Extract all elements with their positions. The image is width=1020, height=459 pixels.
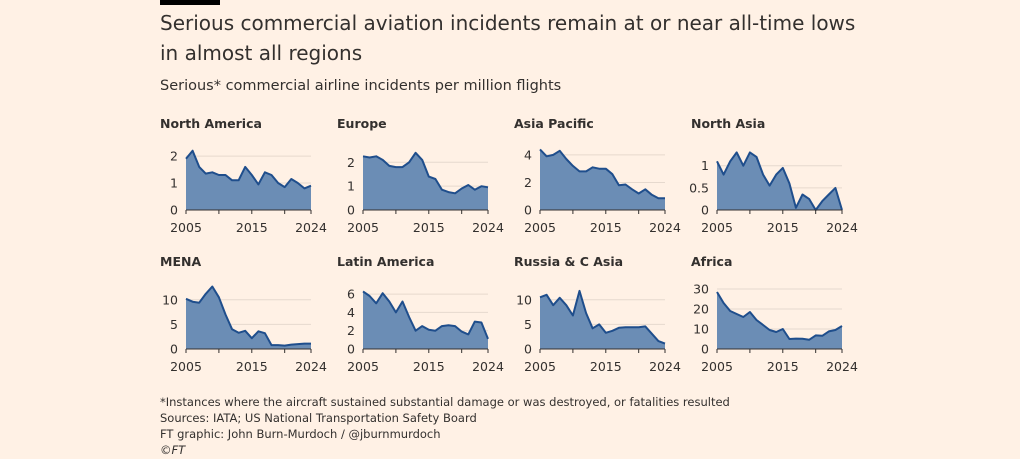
panel-title: Latin America: [337, 254, 434, 269]
series-line: [539, 148, 665, 200]
panel-north-america: North America 0 1 2 2005 2015 2024: [160, 116, 327, 235]
x-tick-label: 2015: [590, 220, 622, 235]
series-area: [363, 152, 488, 210]
panel-africa: Africa 0 10 20 30 2005 2015 2024: [691, 254, 858, 374]
y-tick-label: 0: [524, 342, 532, 357]
x-tick-label: 2024: [826, 359, 858, 374]
panel-russia-c-asia: Russia & C Asia 0 5 10 2005 2015 2024: [514, 254, 681, 374]
y-tick-label: 1: [701, 158, 709, 173]
series-line: [185, 285, 311, 347]
series-line: [362, 151, 489, 195]
y-tick-label: 0: [524, 203, 532, 218]
x-tick-label: 2024: [826, 220, 858, 235]
series-line: [716, 151, 843, 211]
series-area: [540, 149, 665, 210]
x-tick-label: 2015: [767, 359, 799, 374]
y-tick-label: 6: [347, 287, 355, 302]
panel-north-asia: North Asia 0 0.5 1 2005 2015 2024: [689, 116, 858, 235]
panel-title: Europe: [337, 116, 387, 131]
series-line: [362, 290, 489, 340]
sources: Sources: IATA; US National Transportatio…: [160, 411, 477, 425]
x-tick-label: 2015: [236, 220, 268, 235]
series-line: [185, 149, 312, 190]
y-tick-label: 0: [170, 342, 178, 357]
x-tick-label: 2024: [472, 220, 504, 235]
series-area: [717, 292, 842, 349]
series-area: [186, 286, 311, 349]
y-tick-label: 30: [693, 282, 709, 297]
x-tick-label: 2024: [472, 359, 504, 374]
y-tick-label: 2: [347, 155, 355, 170]
x-tick-label: 2005: [701, 359, 733, 374]
credit: FT graphic: John Burn-Murdoch / @jburnmu…: [160, 427, 441, 441]
x-tick-label: 2005: [170, 220, 202, 235]
y-tick-label: 1: [170, 176, 178, 191]
y-tick-label: 4: [347, 305, 355, 320]
y-tick-label: 0: [170, 203, 178, 218]
chart-title: Serious commercial aviation incidents re…: [160, 11, 856, 65]
x-tick-label: 2005: [524, 359, 556, 374]
y-tick-label: 10: [693, 322, 709, 337]
y-tick-label: 0: [347, 203, 355, 218]
chart-subtitle: Serious* commercial airline incidents pe…: [160, 78, 562, 94]
series-area: [186, 150, 311, 210]
y-tick-label: 2: [347, 323, 355, 338]
y-tick-label: 5: [524, 317, 532, 332]
panel-europe: Europe 0 1 2 2005 2015 2024: [337, 116, 504, 235]
x-tick-label: 2015: [590, 359, 622, 374]
y-tick-label: 5: [170, 317, 178, 332]
y-tick-label: 10: [162, 292, 178, 307]
y-tick-label: 20: [693, 302, 709, 317]
series-area: [540, 290, 665, 349]
y-tick-label: 2: [524, 175, 532, 190]
panel-title: North America: [160, 116, 262, 131]
y-tick-label: 0: [347, 342, 355, 357]
x-tick-label: 2015: [236, 359, 268, 374]
x-tick-label: 2015: [413, 220, 445, 235]
panel-mena: MENA 0 5 10 2005 2015 2024: [160, 254, 327, 374]
copyright: ©FT: [160, 443, 186, 457]
panel-asia-pacific: Asia Pacific 0 2 4 2005 2015 2024: [514, 116, 681, 235]
x-tick-label: 2005: [701, 220, 733, 235]
x-tick-label: 2015: [413, 359, 445, 374]
series-line: [716, 291, 843, 341]
x-tick-label: 2024: [649, 359, 681, 374]
y-tick-label: 0: [701, 342, 709, 357]
x-tick-label: 2005: [347, 220, 379, 235]
x-tick-label: 2005: [524, 220, 556, 235]
panel-title: Africa: [691, 254, 732, 269]
panel-title: North Asia: [691, 116, 765, 131]
series-line: [539, 289, 666, 345]
series-area: [717, 152, 842, 210]
x-tick-label: 2024: [649, 220, 681, 235]
panel-latin-america: Latin America 0 2 4 6 2005 2015 2024: [337, 254, 504, 374]
y-tick-label: 0: [701, 203, 709, 218]
panel-title: Russia & C Asia: [514, 254, 623, 269]
footnote: *Instances where the aircraft sustained …: [160, 395, 730, 409]
x-tick-label: 2005: [347, 359, 379, 374]
panel-title: Asia Pacific: [514, 116, 594, 131]
footer: *Instances where the aircraft sustained …: [160, 394, 730, 458]
y-tick-label: 4: [524, 147, 532, 162]
y-tick-label: 10: [516, 292, 532, 307]
panel-title: MENA: [160, 254, 201, 269]
y-tick-label: 1: [347, 179, 355, 194]
y-tick-label: 0.5: [689, 180, 709, 195]
series-area: [363, 291, 488, 349]
x-tick-label: 2005: [170, 359, 202, 374]
y-tick-label: 2: [170, 149, 178, 164]
x-tick-label: 2024: [295, 359, 327, 374]
x-tick-label: 2015: [767, 220, 799, 235]
ft-top-bar: [160, 0, 220, 5]
x-tick-label: 2024: [295, 220, 327, 235]
